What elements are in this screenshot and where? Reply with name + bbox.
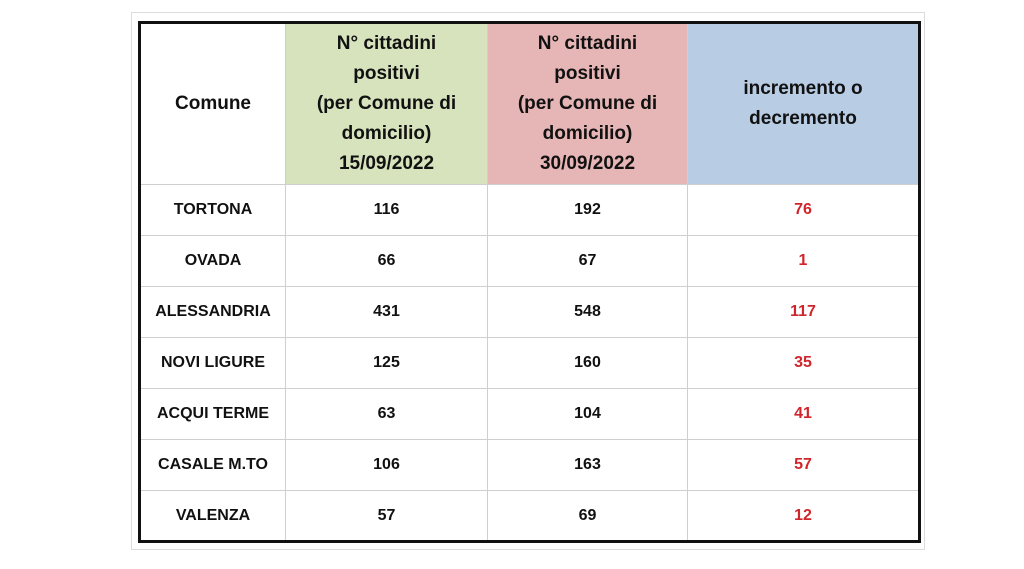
- header-line: N° cittadini: [537, 33, 638, 54]
- header-increment-decrement: incremento o decremento: [687, 22, 920, 185]
- header-comune: Comune: [139, 22, 286, 185]
- cell-delta: 35: [687, 337, 920, 389]
- header-line: positivi: [353, 63, 420, 84]
- header-line: (per Comune di: [517, 93, 658, 114]
- cell-positives-second: 67: [487, 235, 688, 287]
- cell-positives-first: 63: [285, 388, 488, 440]
- cell-comune: OVADA: [139, 235, 286, 287]
- cell-positives-second: 163: [487, 439, 688, 491]
- header-positives-15-09-2022: N° cittadini positivi (per Comune di dom…: [285, 22, 488, 185]
- positives-table: Comune N° cittadini positivi (per Comune…: [138, 21, 921, 543]
- cell-positives-first: 116: [285, 184, 488, 236]
- header-line: (per Comune di: [316, 93, 457, 114]
- header-line: 15/09/2022: [338, 153, 435, 174]
- table-row: NOVI LIGURE 125 160 35: [139, 337, 920, 389]
- header-line: domicilio): [341, 123, 432, 144]
- table-row: OVADA 66 67 1: [139, 235, 920, 287]
- cell-positives-second: 192: [487, 184, 688, 236]
- header-positives-30-09-2022: N° cittadini positivi (per Comune di dom…: [487, 22, 688, 185]
- header-line: 30/09/2022: [539, 153, 636, 174]
- cell-positives-first: 66: [285, 235, 488, 287]
- header-line: domicilio): [542, 123, 633, 144]
- table-row: ALESSANDRIA 431 548 117: [139, 286, 920, 338]
- cell-positives-second: 104: [487, 388, 688, 440]
- cell-comune: NOVI LIGURE: [139, 337, 286, 389]
- cell-delta: 57: [687, 439, 920, 491]
- cell-positives-first: 57: [285, 490, 488, 542]
- table-row: TORTONA 116 192 76: [139, 184, 920, 236]
- header-line: decremento: [749, 108, 857, 129]
- cell-comune: VALENZA: [139, 490, 286, 542]
- table-row: ACQUI TERME 63 104 41: [139, 388, 920, 440]
- cell-delta: 76: [687, 184, 920, 236]
- cell-delta: 1: [687, 235, 920, 287]
- header-line: incremento o: [743, 78, 863, 99]
- cell-comune: TORTONA: [139, 184, 286, 236]
- table-row: CASALE M.TO 106 163 57: [139, 439, 920, 491]
- cell-positives-second: 69: [487, 490, 688, 542]
- cell-positives-second: 548: [487, 286, 688, 338]
- cell-positives-first: 125: [285, 337, 488, 389]
- header-row: Comune N° cittadini positivi (per Comune…: [139, 22, 920, 185]
- header-line: positivi: [554, 63, 621, 84]
- table-row: VALENZA 57 69 12: [139, 490, 920, 542]
- cell-delta: 12: [687, 490, 920, 542]
- cell-comune: ALESSANDRIA: [139, 286, 286, 338]
- cell-comune: CASALE M.TO: [139, 439, 286, 491]
- cell-positives-second: 160: [487, 337, 688, 389]
- cell-positives-first: 106: [285, 439, 488, 491]
- header-line: N° cittadini: [336, 33, 437, 54]
- cell-delta: 41: [687, 388, 920, 440]
- cell-positives-first: 431: [285, 286, 488, 338]
- cell-delta: 117: [687, 286, 920, 338]
- cell-comune: ACQUI TERME: [139, 388, 286, 440]
